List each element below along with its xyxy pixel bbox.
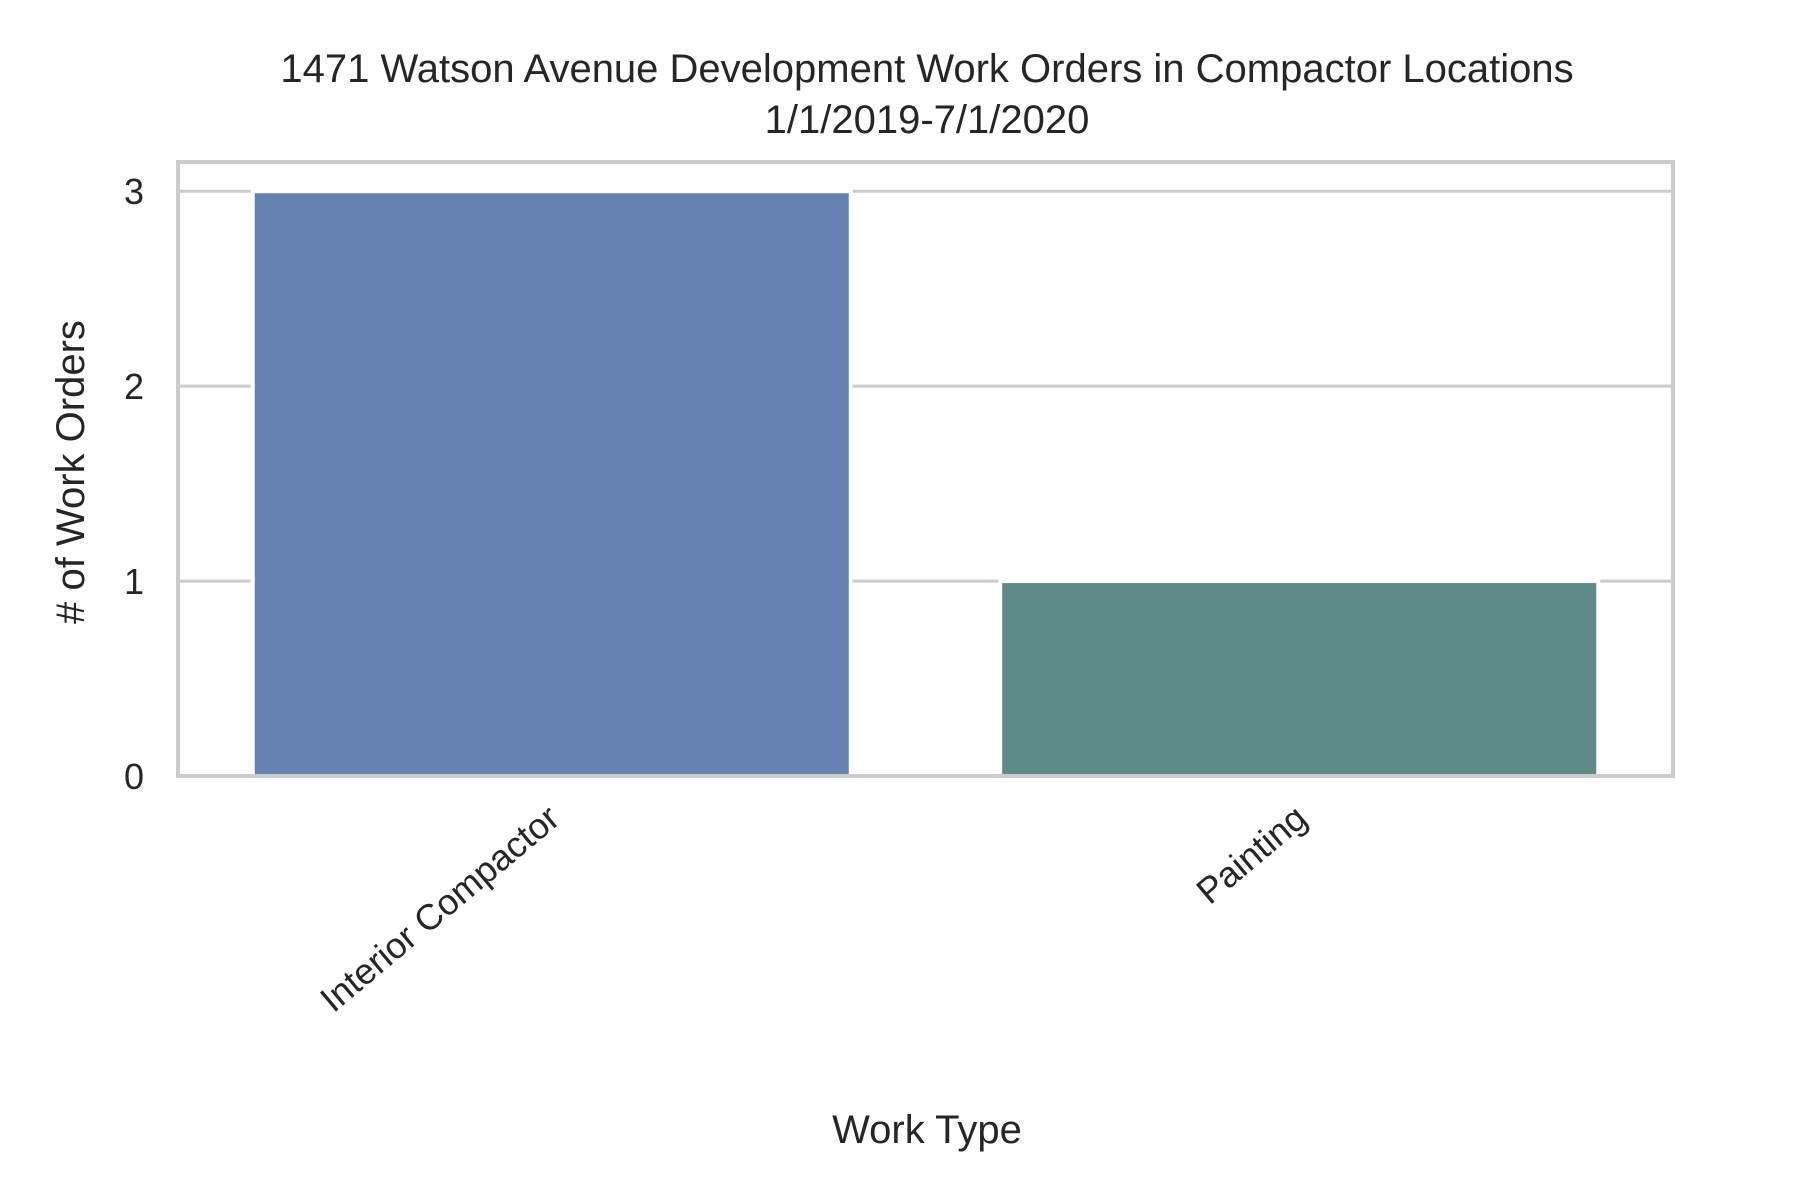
- bar-0: [250, 189, 853, 778]
- y-tick-labels: 0 1 2 3: [124, 171, 144, 797]
- x-tick-labels: Interior Compactor Painting: [312, 797, 1314, 1020]
- chart-title: 1471 Watson Avenue Development Work Orde…: [280, 47, 1573, 91]
- x-tick-label: Interior Compactor: [312, 797, 567, 1020]
- bar-1: [998, 579, 1601, 778]
- y-tick-label: 3: [124, 171, 144, 212]
- x-axis-label: Work Type: [832, 1108, 1022, 1152]
- y-tick-label: 0: [124, 756, 144, 797]
- y-tick-label: 1: [124, 561, 144, 602]
- y-tick-label: 2: [124, 366, 144, 407]
- x-tick-label: Painting: [1188, 797, 1314, 912]
- bars: [250, 189, 1601, 778]
- chart-subtitle: 1/1/2019-7/1/2020: [765, 98, 1090, 142]
- plot-frame: [176, 160, 1675, 778]
- y-axis-label: # of Work Orders: [49, 320, 93, 624]
